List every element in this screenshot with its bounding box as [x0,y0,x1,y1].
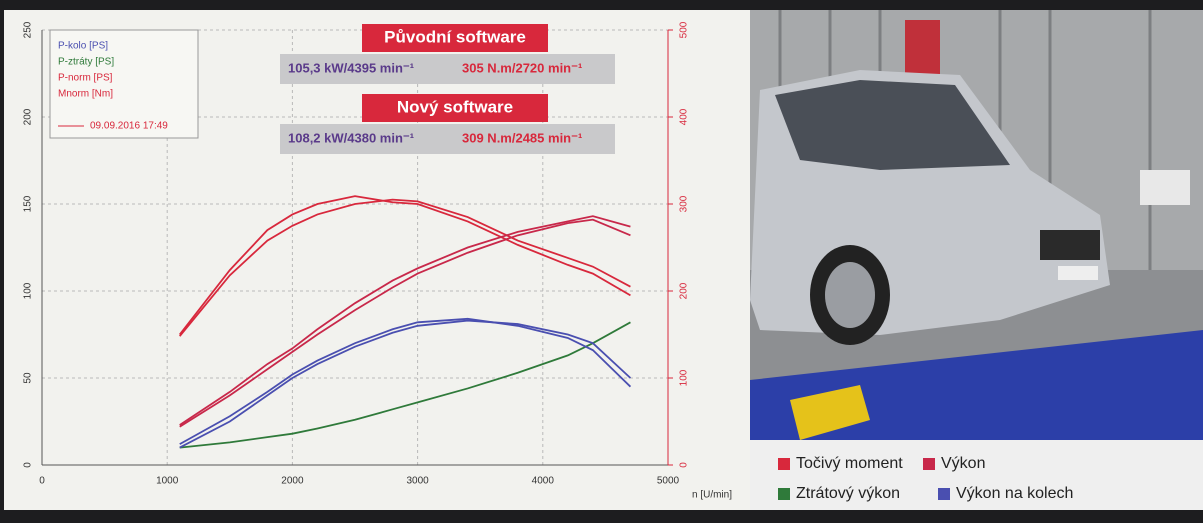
photo [750,10,1203,440]
y2-tick-label: 500 [679,21,690,38]
plot-legend-label: P-norm [PS] [58,73,113,84]
annotation-title: Původní software [384,27,526,46]
x-tick-label: 4000 [532,476,555,487]
annotation-power: 105,3 kW/4395 min⁻¹ [288,60,414,75]
legend-swatch [923,458,935,470]
annotation-power: 108,2 kW/4380 min⁻¹ [288,130,414,145]
annotation-box [280,124,615,154]
y-tick-label: 250 [23,21,34,38]
series-line [179,198,631,337]
annotation-torque: 309 N.m/2485 min⁻¹ [462,130,582,145]
plot-legend-label: P-kolo [PS] [58,41,108,52]
y-tick-label: 50 [23,372,34,384]
y-tick-label: 0 [23,462,34,468]
x-tick-label: 5000 [657,476,680,487]
series-line [179,319,632,449]
x-tick-label: 1000 [156,476,179,487]
y2-tick-label: 200 [679,282,690,299]
x-tick-label: 3000 [406,476,429,487]
annotation-title-box [362,24,548,52]
y-tick-label: 100 [23,282,34,299]
y2-tick-label: 300 [679,195,690,212]
series-line [179,195,631,336]
series-line [179,215,631,426]
annotation-box [280,54,615,84]
annotation-title: Nový software [397,97,513,116]
legend-swatch [938,488,950,500]
series-line [179,321,631,449]
legend-panel [750,440,1203,510]
legend-swatch [778,488,790,500]
plot-legend-label: Mnorm [Nm] [58,89,113,100]
x-tick-label: 2000 [281,476,304,487]
y2-tick-label: 400 [679,108,690,125]
y-tick-label: 150 [23,195,34,212]
plot-legend-label: P-ztráty [PS] [58,57,114,68]
y-tick-label: 200 [23,108,34,125]
legend-label: Točivý moment [796,455,903,472]
legend-label: Výkon na kolech [956,485,1073,502]
legend-label: Výkon [941,455,985,472]
plot-legend-box [49,29,199,139]
y2-tick-label: 0 [679,462,690,468]
series-line [179,317,632,445]
x-tick-label: 0 [39,476,45,487]
annotation-torque: 305 N.m/2720 min⁻¹ [462,60,582,75]
series-line [179,218,631,428]
timestamp: 09.09.2016 17:49 [90,121,168,132]
legend-swatch [778,458,790,470]
x-axis-label: n [U/min] [692,490,732,501]
y2-tick-label: 100 [679,369,690,386]
annotation-title-box [362,94,548,122]
legend-label: Ztrátový výkon [796,485,900,502]
